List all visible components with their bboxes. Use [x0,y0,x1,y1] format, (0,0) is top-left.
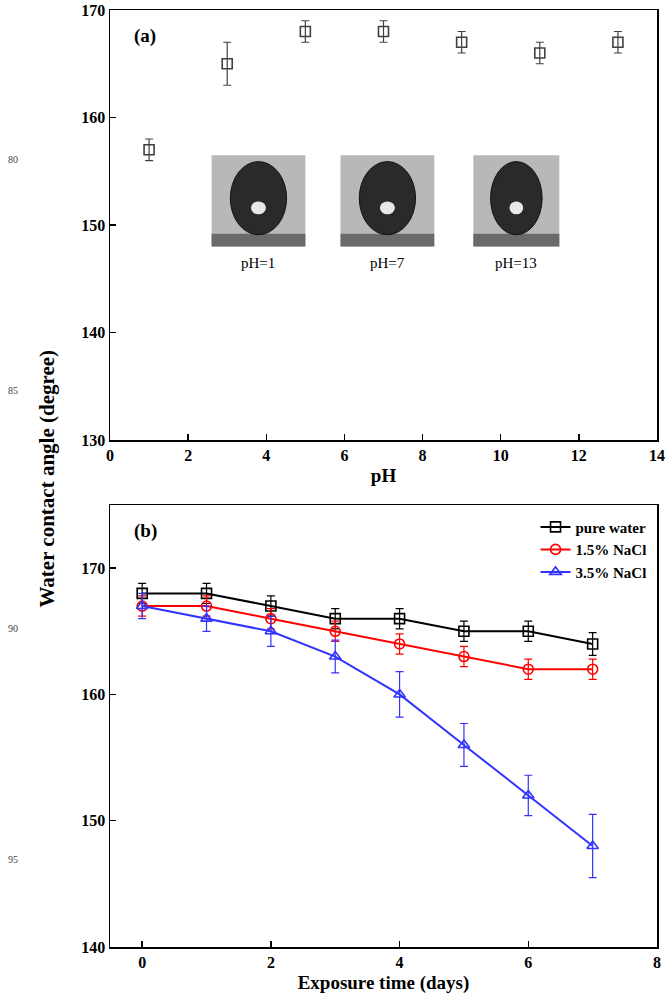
svg-text:130: 130 [81,432,105,449]
svg-text:95: 95 [8,854,18,865]
svg-text:12: 12 [571,447,587,464]
svg-text:Exposure time (days): Exposure time (days) [298,972,470,994]
svg-text:pure water: pure water [576,520,646,536]
svg-text:0: 0 [138,954,146,971]
svg-text:8: 8 [419,447,427,464]
svg-text:160: 160 [81,109,105,126]
svg-text:10: 10 [493,447,509,464]
svg-text:90: 90 [8,623,18,634]
svg-text:pH=13: pH=13 [495,255,537,271]
svg-text:85: 85 [8,385,18,396]
svg-text:170: 170 [81,2,105,19]
svg-text:0: 0 [106,447,114,464]
svg-text:140: 140 [81,324,105,341]
svg-text:2: 2 [267,954,275,971]
svg-text:3.5% NaCl: 3.5% NaCl [576,565,647,581]
svg-text:2: 2 [184,447,192,464]
svg-text:6: 6 [524,954,532,971]
svg-text:8: 8 [653,954,661,971]
svg-text:170: 170 [81,560,105,577]
svg-text:(a): (a) [134,25,156,47]
svg-text:4: 4 [396,954,404,971]
svg-text:160: 160 [81,686,105,703]
svg-text:1.5% NaCl: 1.5% NaCl [576,542,647,558]
svg-text:6: 6 [340,447,348,464]
svg-text:80: 80 [8,154,18,165]
svg-text:150: 150 [81,217,105,234]
svg-text:Water contact angle (degree): Water contact angle (degree) [35,350,59,608]
svg-text:pH=1: pH=1 [241,255,275,271]
svg-text:140: 140 [81,939,105,956]
svg-text:14: 14 [649,447,665,464]
svg-text:(b): (b) [134,520,157,542]
svg-text:pH=7: pH=7 [370,255,405,271]
svg-text:150: 150 [81,812,105,829]
svg-text:4: 4 [262,447,270,464]
svg-text:pH: pH [371,465,397,486]
